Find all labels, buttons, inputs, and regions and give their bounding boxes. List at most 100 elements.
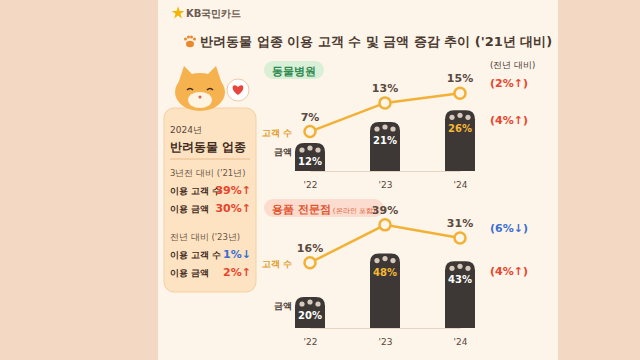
decoration-path — [187, 89, 193, 91]
summary-label: 이용 고객 수 — [170, 186, 221, 196]
outer-background — [0, 0, 640, 360]
data-label: 21% — [373, 135, 397, 146]
chart: 용품 전문점(온라인 포함)'22'23'2420%48%43%금액(4%↑)1… — [262, 199, 528, 347]
title: 반려동물 업종 이용 고객 수 및 금액 증감 추이 ('21년 대비) — [200, 34, 552, 49]
paw-toe — [390, 258, 395, 263]
x-tick-label: '23 — [379, 337, 393, 347]
data-label: 7% — [301, 111, 320, 124]
decoration-circle — [193, 38, 196, 41]
series-annotation: (4%↑) — [490, 265, 528, 278]
bar — [445, 110, 475, 171]
decoration-circle — [187, 36, 190, 39]
summary-value: 39%↑ — [215, 184, 251, 197]
brand: KB국민카드 — [186, 8, 241, 19]
chart-title-group: 동물병원 — [264, 61, 324, 79]
x-axis: '22 '23 '24 — [304, 328, 468, 347]
chart-title: 동물병원 — [272, 65, 316, 78]
paw-toe — [374, 258, 379, 263]
paw-toe — [465, 115, 470, 120]
x-tick-label: '24 — [454, 337, 468, 347]
series-annotation: (6%↓) — [490, 222, 528, 235]
summary-heading: 전년 대비 ('23년) — [170, 232, 240, 242]
x-tick-label: '22 — [304, 337, 318, 347]
heart-bubble — [227, 79, 249, 101]
bar — [295, 297, 325, 328]
bar — [370, 122, 400, 171]
paw-toe — [457, 113, 462, 118]
annotation: (전년 대비) — [490, 60, 535, 70]
card-background — [158, 0, 558, 360]
decoration-ellipse — [175, 73, 225, 111]
decoration-ellipse — [186, 41, 194, 47]
cat-illustration — [175, 66, 225, 111]
x-tick: '24 — [454, 171, 468, 190]
summary-panel — [164, 108, 256, 292]
chart-title-pill — [264, 199, 384, 217]
bar — [445, 261, 475, 328]
x-tick-label: '24 — [454, 180, 468, 190]
title-icon — [184, 36, 196, 48]
paw-toe — [315, 147, 320, 152]
series-label: 금액 — [274, 301, 292, 311]
data-label: 15% — [447, 72, 473, 85]
line-marker — [380, 219, 391, 230]
paw-toe — [382, 124, 387, 129]
series-label: 고객 수 — [262, 128, 292, 138]
data-label: 26% — [448, 123, 472, 134]
labels: 20%48%43%금액(4%↑)16%39%31%고객 수(6%↓) — [262, 204, 528, 321]
x-axis: '22 '23 '24 — [304, 171, 468, 190]
x-tick: '23 — [379, 328, 393, 347]
data-label: 31% — [447, 217, 473, 230]
line-marker — [455, 233, 466, 244]
data-label: 20% — [298, 310, 322, 321]
summary-heading: 3년전 대비 ('21년) — [170, 168, 246, 178]
chart: 동물병원(전년 대비)'22'23'2412%21%26%금액(4%↑)7%13… — [262, 60, 535, 190]
decoration-circle — [227, 79, 249, 101]
bar — [295, 143, 325, 171]
summary-category: 반려동물 업종 — [170, 140, 246, 154]
paw-toe — [457, 264, 462, 269]
decoration-ellipse — [188, 92, 212, 108]
chart-title-pill — [264, 61, 324, 79]
x-tick: '22 — [304, 328, 318, 347]
bar — [370, 254, 400, 328]
paw-toe — [299, 301, 304, 306]
paw-toe — [465, 266, 470, 271]
series-label: 금액 — [274, 147, 292, 157]
x-axis-line — [311, 328, 461, 329]
summary-label: 이용 금액 — [170, 204, 209, 214]
line-marker — [305, 126, 316, 137]
labels: 12%21%26%금액(4%↑)7%13%15%고객 수(2%↑) — [262, 72, 528, 167]
decoration-circle — [184, 38, 187, 41]
line-marker — [380, 97, 391, 108]
chart-subtitle: (온라인 포함) — [333, 207, 376, 215]
line-marker — [305, 257, 316, 268]
summary-label: 이용 금액 — [170, 268, 209, 278]
x-tick-label: '22 — [304, 180, 318, 190]
x-tick: '23 — [379, 171, 393, 190]
summary-value: 1%↓ — [223, 248, 251, 261]
marks — [295, 88, 475, 171]
x-tick: '22 — [304, 171, 318, 190]
summary-label: 이용 고객 수 — [170, 250, 221, 260]
chart-title: 용품 전문점 — [272, 203, 331, 216]
paw-toe — [374, 126, 379, 131]
paw-toe — [299, 147, 304, 152]
paw-toe — [390, 126, 395, 131]
decoration-path — [207, 89, 213, 91]
data-label: 39% — [372, 204, 398, 217]
decoration-circle — [190, 36, 193, 39]
paw-toe — [307, 299, 312, 304]
marks — [295, 219, 475, 328]
summary-divider — [170, 159, 250, 160]
canvas: KB국민카드반려동물 업종 이용 고객 수 및 금액 증감 추이 ('21년 대… — [0, 0, 640, 360]
summary-value: 2%↑ — [223, 266, 251, 279]
chart-title-group: 용품 전문점(온라인 포함) — [264, 199, 384, 217]
paw-toe — [315, 301, 320, 306]
data-label: 13% — [372, 82, 398, 95]
x-axis-line — [311, 171, 461, 172]
summary-year: 2024년 — [170, 125, 202, 135]
data-label: 16% — [297, 242, 323, 255]
summary-value: 30%↑ — [215, 202, 251, 215]
data-label: 48% — [373, 267, 397, 278]
